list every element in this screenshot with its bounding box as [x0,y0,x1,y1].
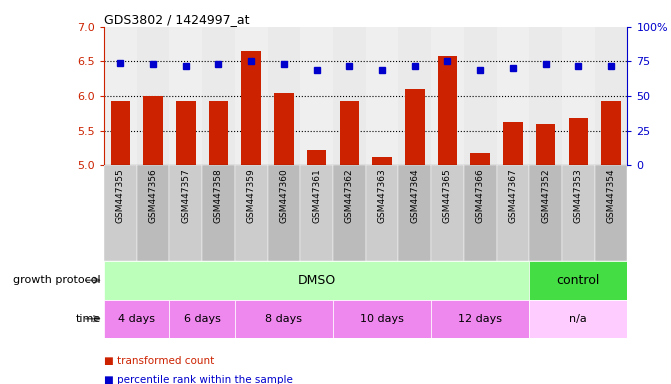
Bar [470,153,490,165]
Bar [399,165,431,261]
Bar [464,165,497,261]
Bar [169,165,202,261]
Bar [268,165,300,261]
Text: 12 days: 12 days [458,314,502,324]
Bar [235,27,268,165]
Bar [104,165,137,261]
Bar [104,300,169,338]
Bar [333,27,366,165]
Bar [405,89,425,165]
Bar [464,27,497,165]
Bar [169,300,235,338]
Text: GSM447366: GSM447366 [476,168,484,223]
Bar [333,300,431,338]
Text: control: control [557,274,600,287]
Text: GSM447359: GSM447359 [247,168,256,223]
Bar [529,27,562,165]
Bar [301,165,333,261]
Bar [562,165,595,261]
Bar [595,27,627,165]
Bar [242,51,261,165]
Text: time: time [75,314,101,324]
Text: GSM447358: GSM447358 [214,168,223,223]
Text: 8 days: 8 days [266,314,303,324]
Text: GSM447353: GSM447353 [574,168,583,223]
Bar [137,165,169,261]
Bar [431,165,464,261]
Bar [366,27,399,165]
Bar [372,157,392,165]
Text: GSM447355: GSM447355 [116,168,125,223]
Bar [366,165,399,261]
Bar [235,165,268,261]
Bar [144,96,163,165]
Text: GSM447354: GSM447354 [607,168,615,223]
Bar [333,165,366,261]
Bar [601,101,621,165]
Text: GSM447362: GSM447362 [345,168,354,223]
Bar [235,300,333,338]
Bar [209,101,228,165]
Bar [202,165,235,261]
Bar [137,27,169,165]
Bar [104,261,529,300]
Text: DMSO: DMSO [297,274,336,287]
Text: GSM447363: GSM447363 [378,168,386,223]
Bar [274,93,294,165]
Text: GSM447356: GSM447356 [148,168,158,223]
Text: GDS3802 / 1424997_at: GDS3802 / 1424997_at [104,13,250,26]
Text: GSM447364: GSM447364 [410,168,419,223]
Text: GSM447361: GSM447361 [312,168,321,223]
Bar [562,27,595,165]
Text: GSM447365: GSM447365 [443,168,452,223]
Text: GSM447352: GSM447352 [541,168,550,223]
Bar [176,101,196,165]
Text: 4 days: 4 days [118,314,155,324]
Bar [169,27,202,165]
Bar [268,27,300,165]
Text: GSM447357: GSM447357 [181,168,191,223]
Text: ■ percentile rank within the sample: ■ percentile rank within the sample [104,375,293,384]
Text: 6 days: 6 days [184,314,221,324]
Bar [104,27,137,165]
Bar [340,101,359,165]
Text: growth protocol: growth protocol [13,275,101,285]
Text: 10 days: 10 days [360,314,404,324]
Bar [529,300,627,338]
Bar [307,150,327,165]
Bar [497,165,529,261]
Bar [535,124,556,165]
Bar [595,165,627,261]
Bar [437,56,457,165]
Bar [529,165,562,261]
Text: GSM447367: GSM447367 [509,168,517,223]
Bar [431,27,464,165]
Bar [568,118,588,165]
Bar [431,300,529,338]
Bar [529,261,627,300]
Bar [503,122,523,165]
Bar [399,27,431,165]
Bar [202,27,235,165]
Text: GSM447360: GSM447360 [279,168,289,223]
Bar [111,101,130,165]
Bar [497,27,529,165]
Bar [301,27,333,165]
Text: n/a: n/a [570,314,587,324]
Text: ■ transformed count: ■ transformed count [104,356,214,366]
